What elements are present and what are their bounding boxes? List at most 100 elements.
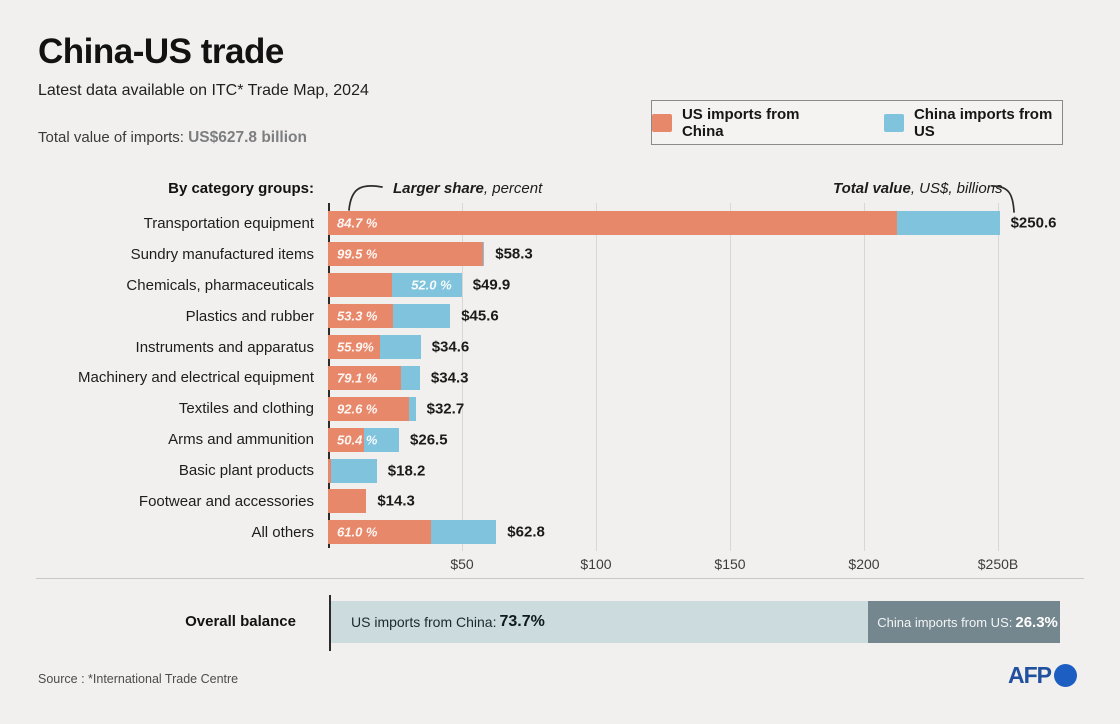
afp-logo: AFP xyxy=(1008,662,1077,689)
bar-chart: $50 $100 $150 $200 $250B Transportation equi… xyxy=(0,203,1120,572)
total-imports-label: Total value of imports: xyxy=(38,129,189,146)
overall-balance-label: Overall balance xyxy=(185,613,296,630)
gridline xyxy=(864,203,865,551)
group-title: By category groups: xyxy=(168,180,314,197)
us-imports-segment xyxy=(328,304,394,329)
subtitle: Latest data available on ITC* Trade Map,… xyxy=(38,82,369,99)
us-imports-segment xyxy=(328,365,401,390)
legend-item-china-imports: China imports from US xyxy=(884,106,1062,140)
china-imports-segment xyxy=(330,458,377,483)
us-imports-segment xyxy=(328,458,331,483)
bar-row: Arms and ammunition 50.4 % $26.5 xyxy=(0,424,1120,455)
total-value-label: $26.5 xyxy=(410,431,448,449)
larger-share-label: 92.6 % xyxy=(337,401,378,417)
bar-row: Textiles and clothing 92.6 % $32.7 xyxy=(0,393,1120,424)
balance-segment-china: China imports from US: 26.3% xyxy=(868,601,1060,643)
china-imports-segment xyxy=(393,304,451,329)
total-value-label: $250.6 xyxy=(1010,214,1057,232)
bar-row: Footwear and accessories $14.3 xyxy=(0,486,1120,517)
total-value-label: $34.6 xyxy=(431,338,470,356)
stacked-bar: $18.2 xyxy=(328,458,425,483)
china-imports-swatch-icon xyxy=(884,113,904,132)
legend-item-us-imports: US imports from China xyxy=(652,106,830,140)
stacked-bar: 84.7 % $250.6 xyxy=(328,211,1056,236)
bar-row: All others 61.0 % $62.8 xyxy=(0,517,1120,548)
us-imports-segment xyxy=(328,211,897,236)
legend-label-china-imports: China imports from US xyxy=(913,105,1053,140)
legend: US imports from China China imports from… xyxy=(651,100,1063,145)
total-value-label: $58.3 xyxy=(495,245,533,263)
stacked-bar: 53.3 % $45.6 xyxy=(328,304,499,329)
stacked-bar: 55.9% $34.6 xyxy=(328,335,469,359)
legend-label-us-imports: US imports from China xyxy=(681,105,800,140)
page-title: China-US trade xyxy=(38,32,284,71)
category-label: Sundry manufactured items xyxy=(130,245,314,263)
overall-balance-bar: US imports from China: 73.7% China impor… xyxy=(331,601,1060,643)
total-imports-line: Total value of imports: US$627.8 billion xyxy=(38,129,307,147)
category-label: Plastics and rubber xyxy=(185,307,314,325)
total-value-label: $34.3 xyxy=(430,369,469,387)
stacked-bar: 99.5 % $58.3 xyxy=(328,242,533,267)
bar-row: Transportation equipment 84.7 % $250.6 xyxy=(0,208,1120,239)
afp-globe-icon xyxy=(1054,664,1077,687)
total-value-label: $49.9 xyxy=(472,276,511,294)
stacked-bar: 52.0 % $49.9 xyxy=(328,273,510,298)
source-note: Source : *International Trade Centre xyxy=(38,672,239,686)
total-imports-value: US$627.8 billion xyxy=(188,129,307,146)
larger-share-label: 79.1 % xyxy=(337,370,378,386)
category-label: All others xyxy=(251,523,314,541)
us-imports-segment xyxy=(328,273,393,298)
annotation-total-value: Total value, US$, billions xyxy=(833,180,1003,197)
stacked-bar: $14.3 xyxy=(328,489,415,514)
x-axis-tick-label: $150 xyxy=(714,556,746,572)
bar-row: Sundry manufactured items 99.5 % $58.3 xyxy=(0,239,1120,270)
stacked-bar: 79.1 % $34.3 xyxy=(328,365,468,390)
total-value-label: $14.3 xyxy=(377,492,415,510)
china-imports-segment xyxy=(409,396,416,421)
category-label: Machinery and electrical equipment xyxy=(78,369,314,387)
stacked-bar: 61.0 % $62.8 xyxy=(328,520,545,545)
larger-share-label: 61.0 % xyxy=(337,524,378,540)
china-imports-segment xyxy=(400,365,420,390)
stacked-bar: 92.6 % $32.7 xyxy=(328,396,464,421)
afp-logo-text: AFP xyxy=(1008,662,1052,688)
category-label: Textiles and clothing xyxy=(178,400,314,418)
larger-share-label: 52.0 % xyxy=(411,277,452,293)
china-imports-segment xyxy=(363,427,399,452)
annotation-larger-share: Larger share, percent xyxy=(393,180,543,197)
larger-share-label: 55.9% xyxy=(337,339,374,355)
divider-line xyxy=(36,578,1084,579)
china-imports-segment xyxy=(483,242,485,267)
china-imports-segment xyxy=(896,211,1000,236)
x-axis-tick-label: $100 xyxy=(580,556,612,572)
category-label: Footwear and accessories xyxy=(138,492,314,510)
gridline xyxy=(596,203,597,551)
balance-china-value: 26.3% xyxy=(1015,613,1058,631)
us-imports-segment xyxy=(328,242,484,267)
us-imports-segment xyxy=(328,335,380,359)
us-imports-swatch-icon xyxy=(652,113,672,132)
total-value-label: $32.7 xyxy=(426,400,465,418)
larger-share-label: 84.7 % xyxy=(337,215,378,231)
bar-row: Basic plant products $18.2 xyxy=(0,455,1120,486)
total-value-label: $62.8 xyxy=(507,523,545,541)
larger-share-label: 99.5 % xyxy=(337,246,378,262)
category-label: Basic plant products xyxy=(178,462,314,480)
gridline xyxy=(730,203,731,551)
us-imports-segment xyxy=(328,427,364,452)
category-label: Instruments and apparatus xyxy=(135,338,314,356)
total-value-label: $18.2 xyxy=(387,462,426,480)
china-imports-segment xyxy=(392,273,462,298)
balance-segment-us: US imports from China: 73.7% xyxy=(331,601,869,643)
category-label: Chemicals, pharmaceuticals xyxy=(126,276,314,294)
gridline xyxy=(998,203,999,551)
bar-row: Plastics and rubber 53.3 % $45.6 xyxy=(0,301,1120,332)
x-axis-tick-label: $250B xyxy=(977,556,1019,572)
balance-us-value: 73.7% xyxy=(499,613,545,630)
x-axis-tick-label: $200 xyxy=(848,556,880,572)
china-imports-segment xyxy=(379,335,421,359)
us-imports-segment xyxy=(328,520,431,545)
x-axis-tick-label: $50 xyxy=(450,556,474,572)
category-label: Arms and ammunition xyxy=(168,431,314,449)
